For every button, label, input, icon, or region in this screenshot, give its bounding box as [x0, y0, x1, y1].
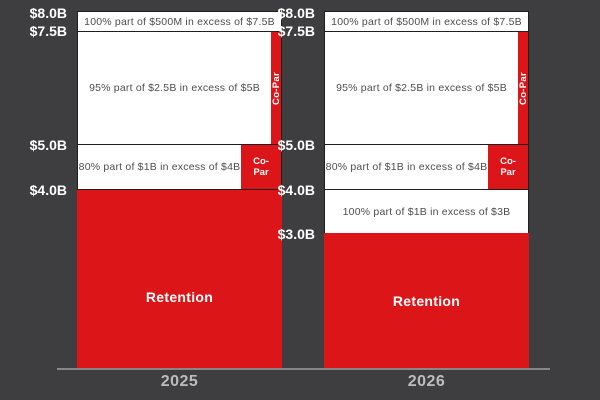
layer-label: 95% part of $2.5B in excess of $5B: [336, 82, 507, 94]
copar-label: Co-Par: [500, 155, 516, 178]
retention-label: Retention: [392, 292, 461, 309]
y-axis-label: $4.0B: [277, 182, 315, 198]
y-axis-labels-2025: $8.0B $7.5B $5.0B $4.0B: [0, 0, 71, 400]
y-axis-labels-2026: $8.0B $7.5B $5.0B $4.0B $3.0B: [248, 0, 319, 400]
layer-label: 100% part of $1B in excess of $3B: [342, 205, 511, 218]
retention-block-2026: Retention: [324, 233, 529, 368]
y-axis-label: $3.0B: [277, 226, 315, 242]
tower-2026: 100% part of $500M in excess of $7.5B 95…: [324, 0, 529, 400]
copar-block: Co-Par: [488, 145, 528, 189]
copar-label: Co-Par: [517, 71, 529, 105]
copar-strip: Co-Par: [271, 32, 282, 144]
tower-2025: 100% part of $500M in excess of $7.5B 95…: [77, 0, 282, 400]
retention-label: Retention: [145, 289, 214, 305]
layer-box-2026-95pct-xs-5: 95% part of $2.5B in excess of $5B Co-Pa…: [324, 31, 529, 145]
y-axis-label: $8.0B: [277, 5, 315, 21]
y-axis-label: $8.0B: [29, 5, 67, 21]
x-axis-line: [57, 368, 550, 370]
x-axis-label-2026: 2026: [407, 373, 446, 390]
layer-label: 95% part of $2.5B in excess of $5B: [89, 82, 260, 94]
y-axis-label: $7.5B: [277, 23, 315, 39]
layer-label: 80% part of $1B in excess of $4B: [325, 161, 488, 173]
copar-label: Co-Par: [253, 155, 269, 178]
copar-block: Co-Par: [241, 145, 281, 189]
y-axis-label: $7.5B: [29, 23, 67, 39]
layer-label: 80% part of $1B in excess of $4B: [78, 161, 241, 173]
layer-box-2025-95pct-xs-5: 95% part of $2.5B in excess of $5B Co-Pa…: [77, 31, 282, 145]
layer-label: 100% part of $500M in excess of $7.5B: [331, 15, 522, 28]
copar-strip: Co-Par: [517, 32, 529, 144]
layer-label: 100% part of $500M in excess of $7.5B: [84, 15, 275, 28]
y-axis-label: $5.0B: [29, 137, 67, 153]
layer-box-2026-100pct-xs-7p5: 100% part of $500M in excess of $7.5B: [324, 11, 529, 32]
x-axis-label-2025: 2025: [160, 373, 199, 390]
retention-block-2025: Retention: [77, 190, 282, 368]
layer-box-2025-80pct-xs-4: 80% part of $1B in excess of $4B Co-Par: [77, 144, 282, 190]
layer-box-2026-100pct-xs-3: 100% part of $1B in excess of $3B: [324, 189, 529, 234]
layer-box-2026-80pct-xs-4: 80% part of $1B in excess of $4B Co-Par: [324, 144, 529, 190]
y-axis-label: $4.0B: [29, 182, 67, 198]
y-axis-label: $5.0B: [277, 137, 315, 153]
